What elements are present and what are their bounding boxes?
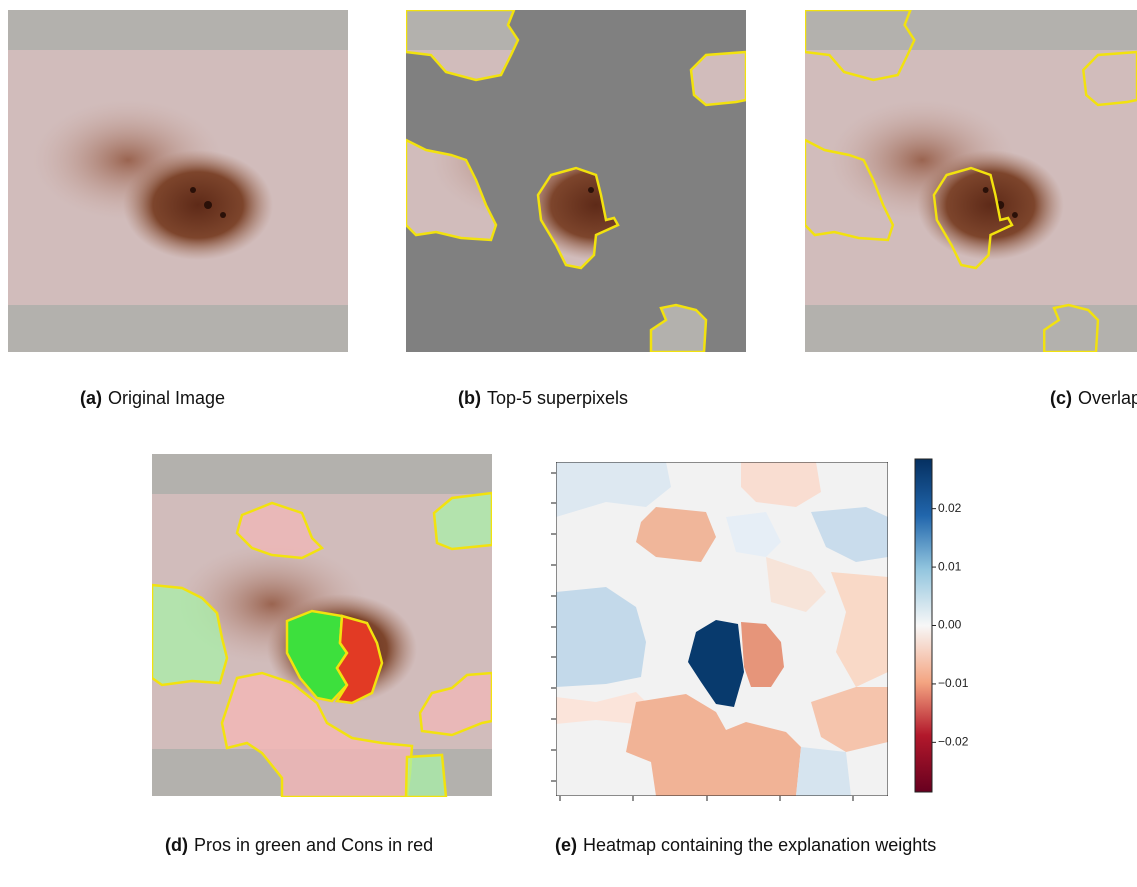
- caption-text: Heatmap containing the explanation weigh…: [583, 831, 936, 860]
- caption: (c) Overlap: [1050, 384, 1137, 413]
- colorbar-tick-label: 0.00: [938, 618, 962, 632]
- original-image: [8, 10, 348, 352]
- superpixels-image: [406, 10, 746, 352]
- pros-cons-image: [152, 454, 492, 797]
- heatmap: [556, 462, 888, 796]
- colorbar: [915, 459, 932, 792]
- colorbar-tick-label: 0.01: [938, 559, 962, 573]
- caption-label: (c): [1050, 384, 1072, 413]
- caption: (e) Heatmap containing the explanation we…: [555, 831, 995, 860]
- caption-label: (e): [555, 831, 577, 860]
- caption-text: Pros in green and Cons in red: [194, 831, 433, 860]
- caption-text: Original Image: [108, 384, 225, 413]
- caption-text: Overlap: [1078, 384, 1137, 413]
- caption: (b) Top-5 superpixels: [458, 384, 758, 413]
- caption: (d) Pros in green and Cons in red: [165, 831, 485, 860]
- caption-label: (a): [80, 384, 102, 413]
- colorbar-tick-label: 0.02: [938, 501, 962, 515]
- overlap-image: [805, 10, 1137, 352]
- figure: 0.02 0.01 0.00 −0.01 −0.02 (a) Original Image…: [0, 0, 1137, 887]
- colorbar-ticks: 0.02 0.01 0.00 −0.01 −0.02: [932, 501, 969, 749]
- caption: (a) Original Image: [80, 384, 380, 413]
- caption-text: Top-5 superpixels: [487, 384, 628, 413]
- caption-label: (d): [165, 831, 188, 860]
- colorbar-tick-label: −0.01: [938, 676, 969, 690]
- caption-label: (b): [458, 384, 481, 413]
- figure-art: 0.02 0.01 0.00 −0.01 −0.02: [0, 0, 1137, 887]
- colorbar-tick-label: −0.02: [938, 735, 969, 749]
